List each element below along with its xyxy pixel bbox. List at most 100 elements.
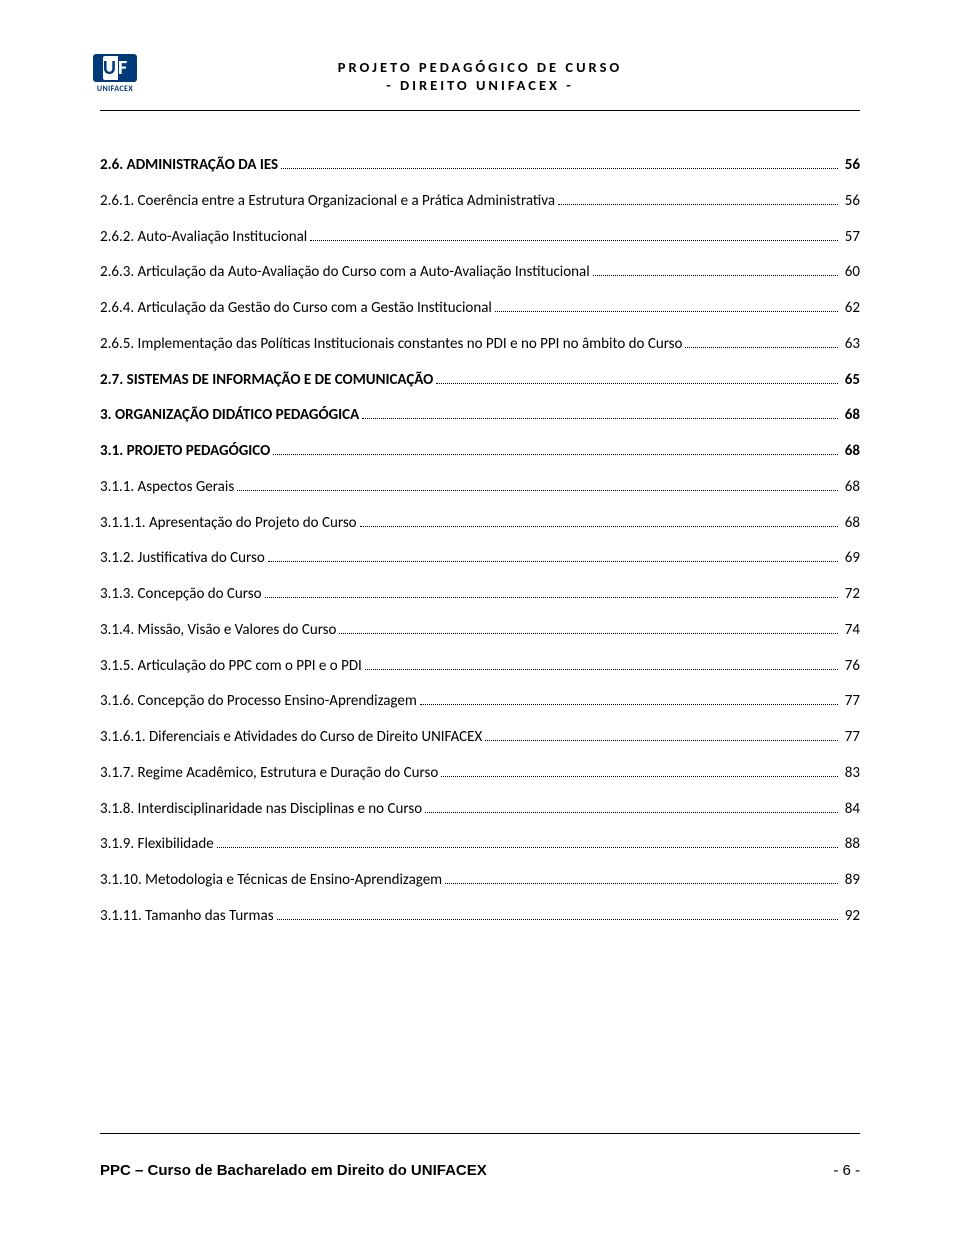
- toc-row: 3.1.7. Regime Acadêmico, Estrutura e Dur…: [100, 763, 860, 783]
- toc-label: 3.1.5. Articulação do PPC com o PPI e o …: [100, 656, 362, 676]
- toc-dot-leader: [365, 669, 838, 670]
- toc-page-number: 72: [841, 584, 860, 604]
- toc-label: 2.6.5. Implementação das Políticas Insti…: [100, 334, 682, 354]
- toc-dot-leader: [445, 883, 838, 884]
- toc-label: 3.1.6. Concepção do Processo Ensino-Apre…: [100, 691, 417, 711]
- toc-row: 2.7. SISTEMAS DE INFORMAÇÃO E DE COMUNIC…: [100, 370, 860, 390]
- header-titles: PROJETO PEDAGÓGICO DE CURSO - DIREITO UN…: [100, 58, 860, 104]
- toc-page-number: 77: [841, 727, 860, 747]
- toc-page-number: 56: [841, 155, 860, 175]
- toc-row: 3.1.4. Missão, Visão e Valores do Curso 7…: [100, 620, 860, 640]
- toc-row: 3.1.8. Interdisciplinaridade nas Discipl…: [100, 799, 860, 819]
- toc-label: 3.1.1.1. Apresentação do Projeto do Curs…: [100, 513, 357, 533]
- page-header: F UNIFACEX PROJETO PEDAGÓGICO DE CURSO -…: [100, 58, 860, 111]
- toc-dot-leader: [273, 454, 838, 455]
- toc-row: 3.1.5. Articulação do PPC com o PPI e o …: [100, 656, 860, 676]
- page-footer: PPC – Curso de Bacharelado em Direito do…: [100, 1133, 860, 1179]
- toc-page-number: 65: [841, 370, 860, 390]
- toc-label: 2.6.2. Auto-Avaliação Institucional: [100, 227, 307, 247]
- toc-row: 3.1. PROJETO PEDAGÓGICO 68: [100, 441, 860, 461]
- toc-label: 3. ORGANIZAÇÃO DIDÁTICO PEDAGÓGICA: [100, 405, 359, 425]
- toc-row: 3.1.6. Concepção do Processo Ensino-Apre…: [100, 691, 860, 711]
- toc-row: 2.6.1. Coerência entre a Estrutura Organ…: [100, 191, 860, 211]
- toc-dot-leader: [217, 847, 838, 848]
- toc-page-number: 77: [841, 691, 860, 711]
- toc-dot-leader: [593, 275, 838, 276]
- toc-dot-leader: [362, 418, 838, 419]
- toc-label: 2.6. ADMINISTRAÇÃO DA IES: [100, 155, 278, 175]
- toc-page-number: 60: [841, 262, 860, 282]
- toc-row: 2.6.2. Auto-Avaliação Institucional 57: [100, 227, 860, 247]
- logo-mark: F: [93, 54, 137, 82]
- toc-row: 3.1.1. Aspectos Gerais 68: [100, 477, 860, 497]
- toc-dot-leader: [558, 204, 838, 205]
- toc-row: 3.1.9. Flexibilidade 88: [100, 834, 860, 854]
- toc-label: 3.1.7. Regime Acadêmico, Estrutura e Dur…: [100, 763, 438, 783]
- toc-label: 3.1.2. Justificativa do Curso: [100, 548, 265, 568]
- toc-dot-leader: [485, 740, 838, 741]
- toc-label: 2.6.4. Articulação da Gestão do Curso co…: [100, 298, 492, 318]
- toc-label: 3.1.4. Missão, Visão e Valores do Curso: [100, 620, 336, 640]
- toc-page-number: 69: [841, 548, 860, 568]
- logo: F UNIFACEX: [85, 54, 145, 114]
- toc-dot-leader: [436, 383, 837, 384]
- toc-label: 2.6.1. Coerência entre a Estrutura Organ…: [100, 191, 555, 211]
- toc-dot-leader: [277, 919, 838, 920]
- header-title-2: - DIREITO UNIFACEX -: [100, 76, 860, 94]
- toc-page-number: 62: [841, 298, 860, 318]
- toc-dot-leader: [441, 776, 838, 777]
- toc-dot-leader: [360, 526, 838, 527]
- toc-dot-leader: [425, 812, 838, 813]
- toc-label: 3.1.1. Aspectos Gerais: [100, 477, 234, 497]
- table-of-contents: 2.6. ADMINISTRAÇÃO DA IES 56 2.6.1. Coerên…: [100, 155, 860, 926]
- toc-label: 3.1.3. Concepção do Curso: [100, 584, 262, 604]
- toc-page-number: 68: [841, 405, 860, 425]
- footer-page-number: - 6 -: [833, 1162, 860, 1179]
- toc-row: 2.6.3. Articulação da Auto-Avaliação do …: [100, 262, 860, 282]
- toc-row: 3.1.1.1. Apresentação do Projeto do Curs…: [100, 513, 860, 533]
- toc-row: 3.1.10. Metodologia e Técnicas de Ensino…: [100, 870, 860, 890]
- toc-label: 3.1.9. Flexibilidade: [100, 834, 214, 854]
- toc-dot-leader: [268, 561, 838, 562]
- toc-dot-leader: [685, 347, 837, 348]
- toc-page-number: 68: [841, 477, 860, 497]
- toc-label: 2.7. SISTEMAS DE INFORMAÇÃO E DE COMUNIC…: [100, 370, 433, 390]
- toc-row: 2.6.5. Implementação das Políticas Insti…: [100, 334, 860, 354]
- toc-row: 3.1.11. Tamanho das Turmas 92: [100, 906, 860, 926]
- toc-dot-leader: [339, 633, 837, 634]
- toc-dot-leader: [420, 704, 838, 705]
- toc-page-number: 84: [841, 799, 860, 819]
- header-title-1: PROJETO PEDAGÓGICO DE CURSO: [100, 58, 860, 76]
- toc-row: 3.1.3. Concepção do Curso 72: [100, 584, 860, 604]
- toc-row: 3. ORGANIZAÇÃO DIDÁTICO PEDAGÓGICA 68: [100, 405, 860, 425]
- toc-page-number: 92: [841, 906, 860, 926]
- toc-row: 2.6. ADMINISTRAÇÃO DA IES 56: [100, 155, 860, 175]
- footer-divider: [100, 1133, 860, 1134]
- footer-row: PPC – Curso de Bacharelado em Direito do…: [100, 1162, 860, 1179]
- footer-text-left: PPC – Curso de Bacharelado em Direito do…: [100, 1162, 487, 1179]
- toc-page-number: 68: [841, 441, 860, 461]
- toc-dot-leader: [265, 597, 838, 598]
- toc-page-number: 88: [841, 834, 860, 854]
- logo-text: UNIFACEX: [97, 84, 133, 94]
- toc-dot-leader: [281, 168, 838, 169]
- toc-label: 3.1.10. Metodologia e Técnicas de Ensino…: [100, 870, 442, 890]
- toc-page-number: 76: [841, 656, 860, 676]
- toc-dot-leader: [310, 240, 838, 241]
- toc-label: 2.6.3. Articulação da Auto-Avaliação do …: [100, 262, 590, 282]
- toc-page-number: 57: [841, 227, 860, 247]
- toc-dot-leader: [495, 311, 838, 312]
- toc-page-number: 74: [841, 620, 860, 640]
- toc-dot-leader: [237, 490, 838, 491]
- toc-page-number: 56: [841, 191, 860, 211]
- toc-page-number: 63: [841, 334, 860, 354]
- toc-label: 3.1.11. Tamanho das Turmas: [100, 906, 274, 926]
- toc-page-number: 68: [841, 513, 860, 533]
- toc-row: 3.1.6.1. Diferenciais e Atividades do Cu…: [100, 727, 860, 747]
- toc-label: 3.1.6.1. Diferenciais e Atividades do Cu…: [100, 727, 482, 747]
- toc-page-number: 89: [841, 870, 860, 890]
- header-divider: [100, 110, 860, 111]
- toc-page-number: 83: [841, 763, 860, 783]
- toc-row: 3.1.2. Justificativa do Curso 69: [100, 548, 860, 568]
- toc-label: 3.1. PROJETO PEDAGÓGICO: [100, 441, 270, 461]
